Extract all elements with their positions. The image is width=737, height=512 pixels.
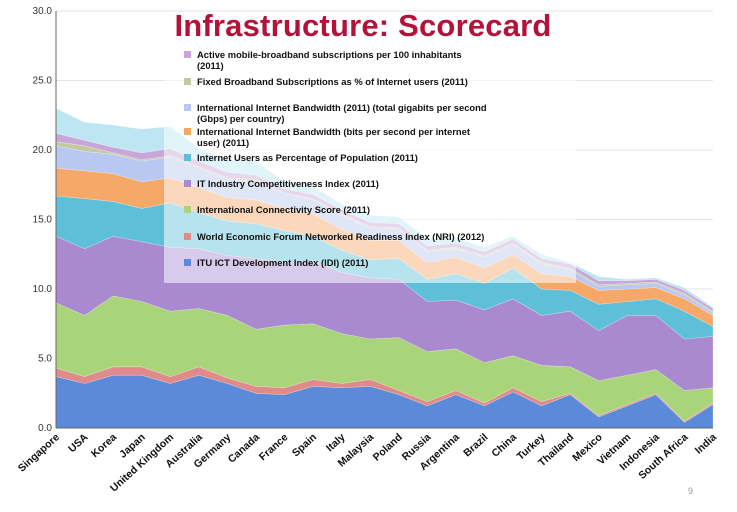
legend-label: ITU ICT Development Index (IDI) (2011) — [197, 257, 368, 268]
legend-swatch — [184, 233, 191, 240]
legend: Active mobile-broadband subscriptions pe… — [164, 45, 576, 283]
x-tick-label: Italy — [324, 431, 348, 454]
y-tick-labels: 0.0 5.0 10.0 15.0 20.0 25.0 30.0 — [33, 6, 53, 434]
x-tick-label: Korea — [89, 431, 119, 460]
y-tick-label: 15.0 — [33, 215, 53, 226]
y-tick-label: 10.0 — [33, 284, 53, 295]
x-tick-label: China — [489, 431, 519, 460]
y-tick-label: 0.0 — [38, 423, 52, 434]
legend-box — [164, 45, 576, 283]
legend-label: user) (2011) — [197, 137, 249, 148]
x-tick-label: Singapore — [16, 431, 62, 474]
legend-swatch — [184, 104, 191, 111]
legend-swatch — [184, 51, 191, 58]
slide-title: Infrastructure: Scorecard — [174, 8, 552, 43]
legend-label: Active mobile-broadband subscriptions pe… — [197, 49, 462, 60]
legend-label: International Internet Bandwidth (2011) … — [197, 102, 487, 113]
legend-swatch — [184, 128, 191, 135]
legend-label: World Economic Forum Networked Readiness… — [197, 231, 484, 242]
legend-label: International Connectivity Score (2011) — [197, 204, 370, 215]
legend-label: Internet Users as Percentage of Populati… — [197, 152, 418, 163]
legend-swatch — [184, 206, 191, 213]
legend-label: (Gbps) per country) — [197, 113, 285, 124]
legend-swatch — [184, 78, 191, 85]
legend-label: (2011) — [197, 60, 224, 71]
legend-label: Fixed Broadband Subscriptions as % of In… — [197, 76, 468, 87]
y-tick-label: 5.0 — [38, 354, 52, 365]
x-tick-label: Poland — [371, 431, 405, 463]
x-tick-label: Brazil — [461, 431, 490, 459]
x-tick-label: Canada — [226, 431, 262, 465]
x-tick-label: USA — [66, 431, 91, 455]
legend-swatch — [184, 259, 191, 266]
page-number: 9 — [688, 486, 694, 496]
y-tick-label: 20.0 — [33, 145, 53, 156]
legend-label: International Internet Bandwidth (bits p… — [197, 126, 470, 137]
legend-label: IT Industry Competitiveness Index (2011) — [197, 178, 379, 189]
y-tick-label: 30.0 — [33, 6, 53, 17]
y-tick-label: 25.0 — [33, 76, 53, 87]
x-tick-label: Spain — [290, 431, 319, 459]
axes — [55, 11, 713, 429]
legend-swatch — [184, 180, 191, 187]
x-tick-label: France — [257, 431, 291, 463]
x-tick-label: India — [693, 431, 719, 456]
legend-swatch — [184, 154, 191, 161]
